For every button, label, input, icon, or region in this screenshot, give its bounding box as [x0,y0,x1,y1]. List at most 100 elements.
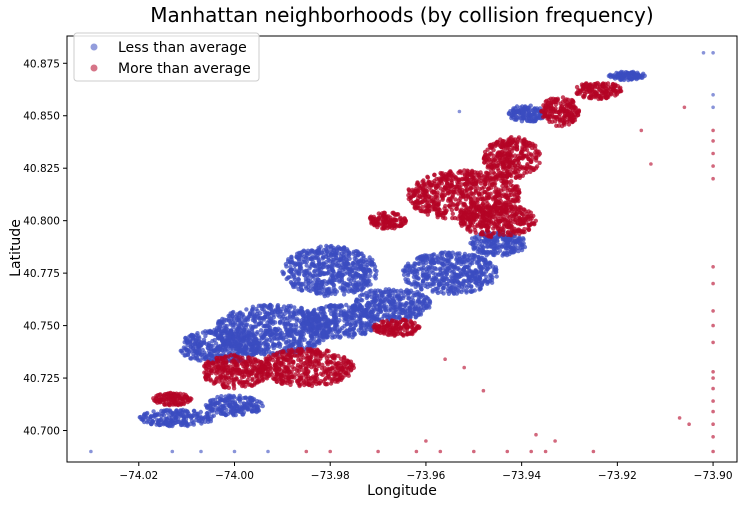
data-point [384,324,389,329]
data-point [332,353,338,358]
data-point [318,282,324,287]
data-point [442,257,447,262]
data-point [296,271,302,276]
data-point [398,304,403,309]
data-point [361,255,366,260]
data-point [315,329,320,334]
data-point [477,287,482,292]
data-point [432,260,437,266]
data-point [252,312,257,317]
data-point [261,335,266,341]
data-point [237,371,243,376]
data-point [421,299,427,304]
data-point [250,348,256,354]
data-point [461,266,467,271]
data-point [330,268,335,273]
data-point [467,262,473,267]
data-point [416,299,421,305]
data-point [247,312,253,317]
data-point [445,260,451,265]
data-point [263,375,269,380]
data-point [476,279,482,284]
data-point [304,286,309,291]
data-point [469,284,474,289]
data-point [285,275,291,280]
data-point [423,272,428,278]
data-point [488,276,493,281]
data-point [444,271,449,277]
data-point [329,253,334,258]
data-point [374,314,380,319]
data-point [242,330,247,335]
data-point [480,255,485,261]
data-point [271,352,276,357]
data-point [244,307,249,312]
data-point [188,421,193,427]
data-point [304,269,310,274]
data-point [344,265,350,270]
data-point [159,408,164,414]
data-point [263,347,268,352]
data-point [365,293,370,299]
data-point [239,380,245,385]
data-point [322,278,327,284]
data-point [221,410,226,415]
data-point [313,322,319,327]
data-point [226,380,232,385]
data-point [245,317,251,322]
data-point [223,400,228,405]
data-point [277,328,283,333]
data-point [398,325,403,331]
data-point [421,262,426,267]
data-point [278,354,283,359]
data-point [317,340,322,346]
data-point [298,283,303,288]
data-point [276,341,282,346]
data-point [388,330,393,335]
data-point [433,286,438,292]
chart-title: Manhattan neighborhoods (by collision fr… [150,3,653,27]
data-point [338,265,344,270]
data-point [295,251,300,256]
data-point [233,371,239,376]
data-point [629,77,634,82]
data-point [701,51,706,55]
data-point [237,343,243,348]
data-point [387,293,392,298]
data-point [210,338,215,344]
data-point [230,407,236,412]
data-point [400,317,406,323]
data-point [426,266,431,272]
data-point [271,346,276,351]
data-point [290,359,296,364]
data-point [155,400,160,405]
data-point [220,316,225,322]
data-point [184,348,190,354]
data-point [350,260,355,266]
data-point [188,415,194,420]
data-point [378,290,384,295]
data-point [608,74,613,80]
data-point [303,321,308,326]
data-point [488,243,494,248]
data-point [308,328,313,333]
data-point [274,336,279,341]
data-point [247,328,252,333]
data-point [339,366,344,371]
data-point [316,251,322,256]
data-point [231,395,237,400]
data-point [202,419,208,424]
data-point [261,324,266,329]
data-point [194,415,199,420]
data-point [204,342,210,347]
data-point [304,263,309,268]
data-point [529,114,534,119]
data-point [238,336,244,341]
data-point [217,347,222,352]
data-point [294,328,299,334]
data-point [344,322,349,327]
data-point [239,406,244,412]
data-point [345,365,350,370]
data-point [453,284,458,289]
